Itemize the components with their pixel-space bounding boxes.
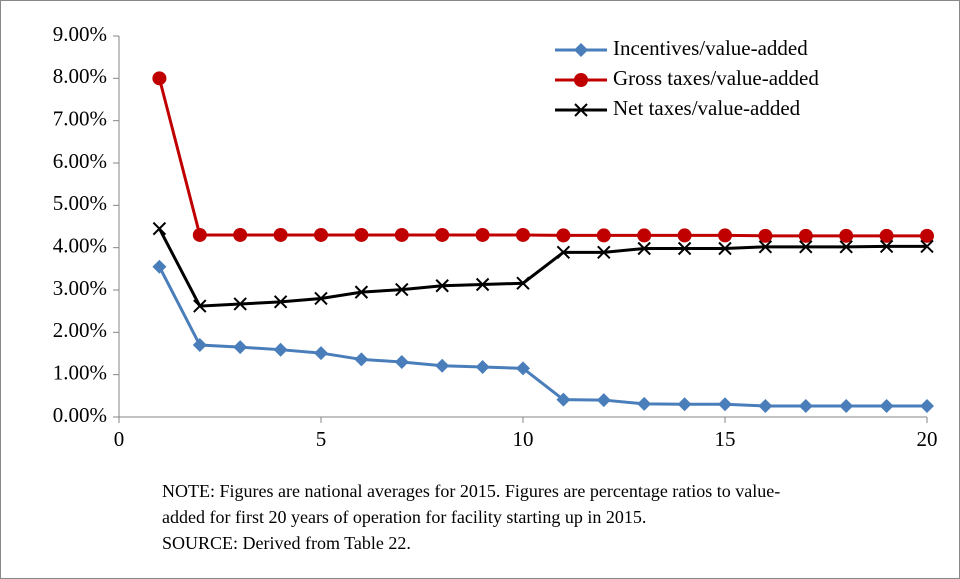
x-tick-label: 20 — [917, 427, 938, 451]
y-tick-label: 2.00% — [53, 318, 107, 342]
legend-label: Incentives/value-added — [613, 36, 808, 60]
y-tick-label: 5.00% — [53, 191, 107, 215]
point — [435, 227, 450, 242]
point — [152, 259, 167, 274]
point — [758, 240, 773, 254]
point — [920, 228, 934, 243]
point — [394, 354, 409, 369]
x-tick-label: 15 — [715, 427, 736, 451]
legend-marker — [574, 43, 588, 57]
point — [354, 352, 369, 367]
point — [718, 397, 732, 412]
point — [233, 227, 248, 242]
point — [718, 228, 732, 243]
point — [556, 392, 571, 407]
legend-label: Net taxes/value-added — [613, 96, 801, 120]
point — [637, 241, 651, 256]
point — [314, 346, 328, 361]
point — [798, 228, 813, 243]
point — [152, 71, 167, 86]
point — [677, 241, 692, 256]
point — [879, 398, 894, 413]
legend-marker — [574, 103, 588, 117]
point — [273, 295, 288, 309]
point — [596, 393, 611, 408]
point — [394, 227, 409, 242]
point — [273, 342, 288, 357]
y-tick-label: 3.00% — [53, 276, 107, 300]
point — [718, 241, 732, 256]
point — [556, 228, 571, 243]
legend-label: Gross taxes/value-added — [613, 66, 819, 90]
point — [273, 227, 288, 242]
point — [677, 397, 692, 412]
point — [798, 398, 813, 413]
point — [879, 228, 894, 243]
point — [839, 240, 853, 254]
point — [354, 227, 369, 242]
point — [516, 227, 530, 242]
point — [192, 227, 207, 242]
legend-marker — [574, 73, 588, 87]
note: SOURCE: Derived from Table 22. — [162, 533, 411, 553]
point — [758, 398, 773, 413]
point — [192, 338, 207, 353]
point — [516, 276, 530, 290]
y-tick-label: 1.00% — [53, 360, 107, 384]
y-tick-label: 9.00% — [53, 22, 107, 46]
point — [435, 358, 450, 373]
point — [475, 227, 490, 242]
point — [879, 239, 894, 254]
y-tick-label: 8.00% — [53, 64, 107, 88]
point — [233, 340, 248, 355]
point — [314, 227, 328, 242]
point — [435, 279, 449, 293]
point — [475, 277, 490, 292]
y-tick-label: 0.00% — [53, 403, 107, 427]
note: NOTE: Figures are national averages for … — [162, 481, 780, 501]
note: added for first 20 years of operation fo… — [162, 507, 646, 527]
point — [758, 228, 773, 243]
y-tick-label: 4.00% — [53, 233, 107, 257]
point — [596, 228, 611, 243]
point — [516, 361, 530, 376]
point — [354, 285, 369, 299]
point — [597, 245, 611, 260]
x-tick-label: 10 — [513, 427, 534, 451]
point — [395, 282, 409, 297]
point — [799, 240, 813, 254]
point — [920, 398, 934, 413]
point — [839, 228, 854, 243]
point — [233, 297, 247, 311]
point — [637, 396, 652, 411]
series-line — [158, 227, 927, 308]
point — [920, 239, 934, 254]
point — [314, 291, 328, 306]
point — [152, 221, 167, 236]
point — [556, 245, 571, 260]
point — [637, 228, 652, 243]
point — [677, 228, 692, 243]
y-tick-label: 6.00% — [53, 149, 107, 173]
point — [839, 398, 854, 413]
point — [475, 360, 490, 375]
y-tick-label: 7.00% — [53, 106, 107, 130]
x-tick-label: 0 — [114, 427, 125, 451]
point — [193, 299, 207, 313]
x-tick-label: 5 — [316, 427, 327, 451]
